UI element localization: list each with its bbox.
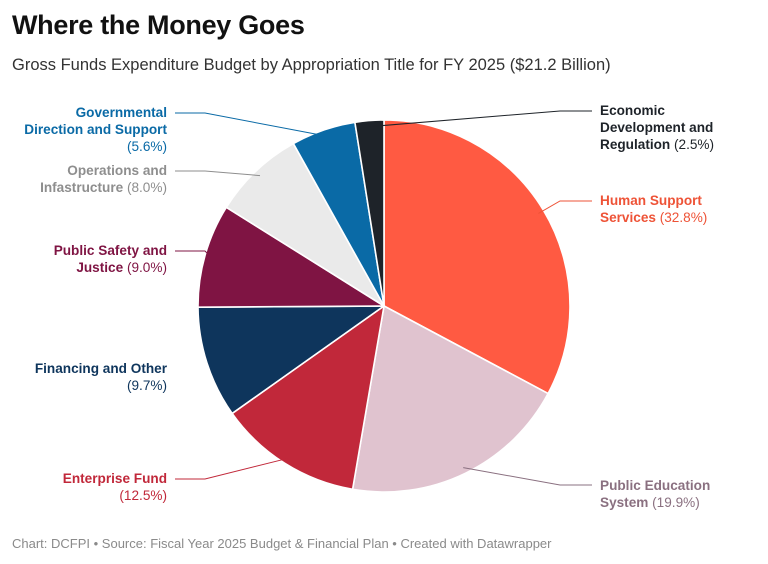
- label-financing-and-other: Financing and Other (9.7%): [35, 361, 168, 393]
- label-operations-and-infastructure: Operations and Infastructure (8.0%): [40, 163, 167, 195]
- slice-public-safety-and-justice: [197, 206, 385, 308]
- leader-economic-development-and-regulation: [369, 110, 592, 128]
- label-enterprise-fund: Enterprise Fund (12.5%): [63, 471, 167, 503]
- slice-economic-development-and-regulation: [354, 119, 385, 307]
- chart-subtitle: Gross Funds Expenditure Budget by Approp…: [12, 56, 611, 74]
- label-governmental-direction-and-support: Governmental Direction and Support (5.6%): [24, 105, 167, 154]
- slice-labels: Human Support Services (32.8%) Public Educ…: [24, 103, 714, 510]
- label-public-education-system: Public Education System (19.9%): [600, 478, 710, 510]
- pie-slices: [197, 119, 571, 493]
- label-economic-development-and-regulation: Economic Development and Regulation (2.5%): [600, 103, 714, 152]
- leader-human-support-services: [538, 200, 592, 214]
- chart-title: Where the Money Goes: [12, 10, 305, 40]
- leader-public-safety-and-justice: [175, 250, 212, 258]
- slice-financing-and-other: [197, 305, 385, 415]
- slice-operations-and-infastructure: [225, 142, 385, 307]
- leader-public-education-system: [463, 467, 592, 486]
- label-human-support-services: Human Support Services (32.8%): [600, 193, 707, 225]
- leader-governmental-direction-and-support: [175, 112, 326, 137]
- label-public-safety-and-justice: Public Safety and Justice (9.0%): [54, 243, 167, 275]
- leader-operations-and-infastructure: [175, 170, 261, 177]
- chart-footer: Chart: DCFPI • Source: Fiscal Year 2025 …: [12, 536, 552, 551]
- slice-enterprise-fund: [231, 305, 385, 491]
- slice-public-education-system: [351, 305, 549, 493]
- leader-lines: [175, 110, 592, 486]
- leader-enterprise-fund: [175, 457, 289, 480]
